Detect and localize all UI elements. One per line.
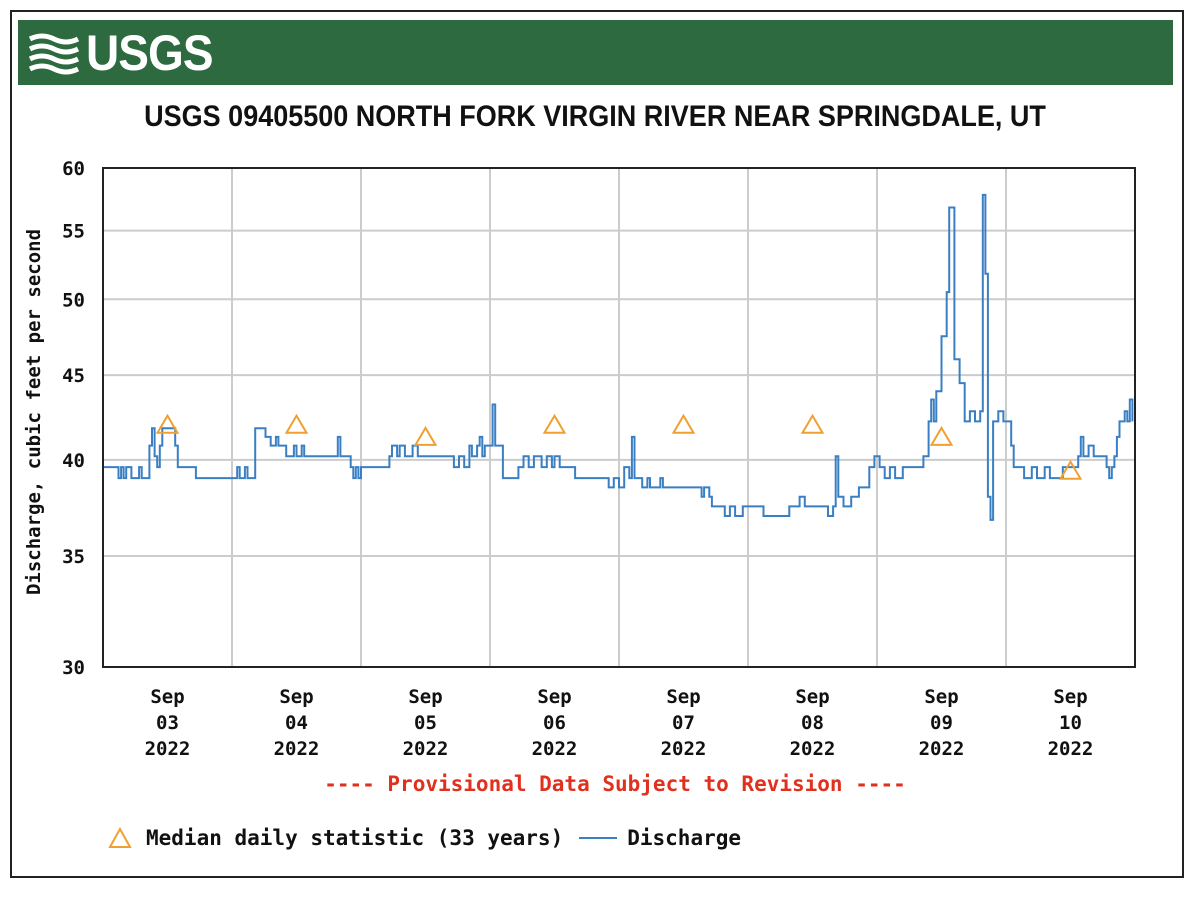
y-tick-label: 40 — [62, 450, 85, 472]
x-tick-label: 2022 — [145, 738, 191, 760]
header-banner: USGS — [18, 20, 1173, 85]
provisional-note: ---- Provisional Data Subject to Revisio… — [324, 772, 906, 796]
x-tick-label: 2022 — [274, 738, 320, 760]
x-tick-label: 05 — [414, 712, 437, 734]
median-marker — [929, 425, 954, 446]
median-marker — [413, 425, 438, 446]
x-tick-label: 2022 — [661, 738, 707, 760]
x-tick-label: 2022 — [919, 738, 965, 760]
median-marker — [1058, 459, 1083, 480]
x-tick-labels: Sep 03 2022 Sep 04 2022 Sep 05 2022 Sep 06 2022 Sep 0… — [145, 686, 1094, 760]
usgs-logo-text: USGS — [86, 25, 214, 81]
y-tick-label: 45 — [62, 365, 85, 387]
x-tick-label: Sep — [1053, 686, 1087, 708]
usgs-wave-icon — [28, 31, 80, 75]
median-marker — [284, 413, 309, 434]
x-tick-label: Sep — [666, 686, 700, 708]
y-tick-label: 35 — [62, 546, 85, 568]
legend-item-median: Median daily statistic (33 years) — [108, 826, 563, 850]
median-marker — [155, 413, 180, 434]
chart-title: USGS 09405500 NORTH FORK VIRGIN RIVER NE… — [144, 100, 1046, 133]
x-tick-label: 2022 — [1048, 738, 1094, 760]
x-tick-label: Sep — [537, 686, 571, 708]
x-tick-label: Sep — [795, 686, 829, 708]
grid-lines — [103, 167, 1135, 668]
usgs-logo[interactable]: USGS — [28, 25, 224, 81]
x-tick-label: 09 — [930, 712, 953, 734]
median-marker — [671, 413, 696, 434]
x-tick-label: 10 — [1059, 712, 1082, 734]
x-tick-label: Sep — [150, 686, 184, 708]
x-tick-label: 2022 — [790, 738, 836, 760]
x-tick-label: Sep — [924, 686, 958, 708]
y-tick-label: 60 — [62, 158, 85, 180]
legend-label-discharge: Discharge — [627, 826, 742, 850]
x-tick-label: 07 — [672, 712, 695, 734]
y-tick-label: 55 — [62, 221, 85, 243]
x-tick-label: 06 — [543, 712, 566, 734]
y-tick-labels: 30 35 40 45 50 55 60 — [62, 158, 85, 679]
triangle-icon — [108, 827, 132, 848]
legend: Median daily statistic (33 years) Discha… — [108, 826, 741, 850]
x-tick-label: 04 — [285, 712, 308, 734]
plot-area-border — [102, 167, 1136, 668]
y-tick-label: 50 — [62, 289, 85, 311]
line-swatch-icon — [579, 837, 618, 839]
x-tick-label: 08 — [801, 712, 824, 734]
median-markers — [155, 413, 1083, 480]
x-tick-label: Sep — [279, 686, 313, 708]
legend-label-median: Median daily statistic (33 years) — [146, 826, 564, 850]
discharge-series-line — [103, 193, 1134, 521]
x-tick-label: 2022 — [403, 738, 449, 760]
median-marker — [542, 413, 567, 434]
legend-item-discharge: Discharge — [563, 826, 741, 850]
discharge-chart: 30 35 40 45 50 55 60 Sep 03 2022 Sep 04 2022 Sep 05 20… — [62, 158, 1136, 760]
median-marker — [800, 413, 825, 434]
x-tick-label: Sep — [408, 686, 442, 708]
x-tick-label: 2022 — [532, 738, 578, 760]
x-tick-label: 03 — [156, 712, 179, 734]
y-tick-label: 30 — [62, 657, 85, 679]
